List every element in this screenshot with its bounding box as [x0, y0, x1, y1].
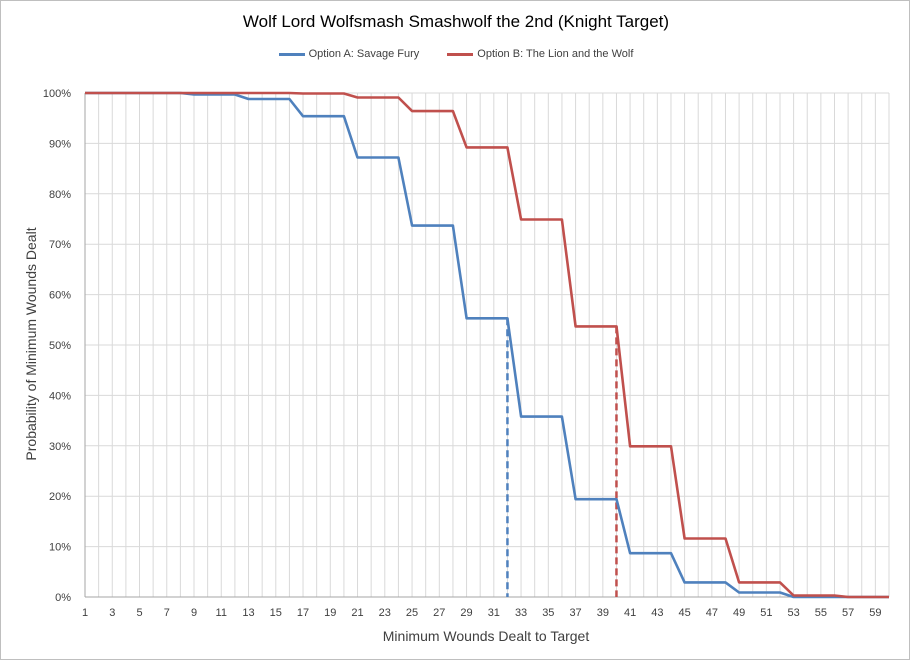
x-tick-label: 17 [297, 607, 309, 619]
x-tick-label: 45 [678, 607, 690, 619]
x-tick-label: 19 [324, 607, 336, 619]
x-tick-label: 11 [216, 607, 227, 619]
chart-title: Wolf Lord Wolfsmash Smashwolf the 2nd (K… [242, 12, 670, 31]
y-tick-label: 40% [49, 390, 71, 402]
y-tick-label: 100% [43, 88, 71, 100]
x-axis-label: Minimum Wounds Dealt to Target [382, 628, 590, 644]
series-line-option-b [85, 91, 889, 599]
legend-swatch-a [278, 52, 305, 56]
series-line-option-a [85, 91, 889, 599]
x-tick-label: 3 [109, 607, 115, 619]
y-tick-label: 50% [49, 340, 71, 352]
x-tick-label: 33 [515, 607, 527, 619]
x-tick-label: 27 [433, 607, 445, 619]
y-tick-label: 20% [49, 491, 71, 503]
x-tick-label: 59 [869, 607, 881, 619]
x-tick-label: 5 [136, 607, 142, 619]
x-tick-label: 1 [82, 607, 88, 619]
x-tick-label: 7 [164, 607, 170, 619]
x-tick-label: 25 [406, 607, 418, 619]
legend-swatch-b [447, 52, 474, 56]
y-tick-label: 70% [49, 239, 71, 251]
x-tick-label: 39 [597, 607, 609, 619]
x-tick-label: 53 [787, 607, 799, 619]
x-tick-label: 51 [760, 607, 772, 619]
x-tick-label: 31 [488, 607, 500, 619]
y-tick-label: 60% [49, 290, 71, 302]
x-tick-label: 15 [270, 607, 282, 619]
legend-label-a: Option A: Savage Fury [308, 48, 420, 60]
legend-item-b: Option B: The Lion and the Wolf [447, 48, 633, 60]
x-tick-label: 57 [842, 607, 854, 619]
x-tick-label: 49 [733, 607, 745, 619]
legend-label-b: Option B: The Lion and the Wolf [477, 48, 634, 60]
y-tick-label: 80% [49, 189, 71, 201]
y-tick-label: 10% [49, 542, 71, 554]
x-tick-label: 47 [706, 607, 718, 619]
chart-legend: Option A: Savage Fury Option B: The Lion… [1, 48, 910, 60]
legend-item-a: Option A: Savage Fury [278, 48, 420, 60]
x-tick-label: 13 [242, 607, 254, 619]
x-tick-label: 9 [191, 607, 197, 619]
y-tick-label: 90% [49, 138, 71, 150]
x-tick-label: 29 [460, 607, 472, 619]
x-tick-label: 21 [351, 607, 363, 619]
x-tick-label: 41 [624, 607, 636, 619]
y-tick-label: 0% [55, 592, 71, 604]
x-tick-label: 43 [651, 607, 663, 619]
x-tick-label: 35 [542, 607, 554, 619]
x-tick-label: 23 [379, 607, 391, 619]
x-tick-label: 55 [815, 607, 827, 619]
y-tick-label: 30% [49, 441, 71, 453]
x-tick-label: 37 [569, 607, 581, 619]
